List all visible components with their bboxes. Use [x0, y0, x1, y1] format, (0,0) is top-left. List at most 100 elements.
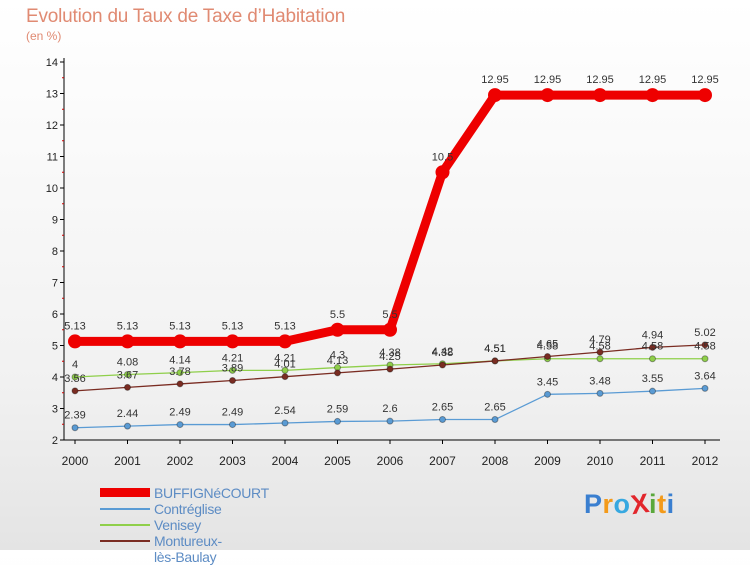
data-point [544, 390, 551, 398]
data-label: 4.65 [537, 339, 558, 351]
x-tick-label: 2005 [324, 454, 351, 468]
y-tick-label: 5 [52, 341, 58, 353]
data-point [435, 165, 450, 180]
data-label: 12.95 [481, 74, 509, 86]
data-label: 4.51 [484, 343, 505, 355]
x-tick-label: 2008 [482, 454, 509, 468]
x-tick-label: 2006 [377, 454, 404, 468]
data-label: 4.08 [117, 356, 138, 368]
data-label: 4.94 [642, 329, 663, 341]
x-tick-label: 2011 [640, 454, 666, 468]
data-point [491, 357, 499, 365]
logo-letter: i [666, 489, 675, 519]
proxiti-logo: ProXiti [584, 487, 675, 521]
data-label: 12.95 [586, 74, 614, 86]
series-line [70, 90, 710, 346]
data-label: 4.58 [589, 341, 610, 353]
x-tick-label: 2002 [167, 454, 194, 468]
data-label: 2.44 [117, 408, 138, 420]
data-point [701, 355, 709, 363]
data-label: 5.13 [274, 320, 295, 332]
data-point [124, 383, 131, 391]
data-point [124, 422, 131, 430]
data-label: 3.55 [642, 373, 663, 385]
data-point [281, 366, 289, 374]
y-tick-label: 11 [47, 152, 58, 164]
data-point [278, 334, 292, 349]
data-label: 2.54 [274, 405, 295, 417]
data-label: 12.95 [534, 74, 562, 86]
data-label: 4.58 [694, 341, 715, 353]
legend-swatch [100, 540, 150, 542]
data-label: 4.38 [432, 347, 453, 359]
data-label: 4.01 [274, 359, 295, 371]
y-tick-label: 6 [52, 309, 58, 321]
data-point [281, 419, 289, 427]
data-label: 3.56 [64, 373, 85, 385]
logo-letter: t [657, 489, 667, 519]
data-point [596, 348, 604, 356]
data-point [176, 421, 184, 429]
data-label: 5.02 [694, 327, 715, 339]
data-point [386, 365, 394, 373]
logo-letter: i [649, 489, 658, 519]
data-point [649, 355, 656, 363]
y-tick-label: 8 [52, 246, 58, 258]
data-point [439, 416, 446, 424]
logo-letter: P [584, 489, 603, 519]
data-point [491, 416, 499, 424]
x-tick-label: 2003 [219, 454, 246, 468]
y-tick-label: 10 [46, 183, 58, 195]
x-tick-label: 2000 [62, 454, 89, 468]
data-point [596, 389, 604, 397]
data-label: 3.67 [117, 369, 138, 381]
y-tick-label: 4 [52, 372, 58, 384]
data-point [439, 361, 446, 369]
legend-label: Venisey [154, 517, 201, 533]
data-point [225, 334, 240, 349]
data-label: 4.13 [327, 355, 348, 367]
legend-label: BUFFIGNéCOURT [154, 485, 269, 501]
data-label: 4 [72, 359, 78, 371]
data-point [173, 334, 187, 349]
data-label: 12.95 [639, 74, 667, 86]
data-point [386, 417, 394, 425]
y-tick-label: 7 [52, 278, 58, 290]
data-label: 2.6 [382, 403, 397, 415]
data-point [330, 322, 345, 337]
data-label: 4.79 [589, 334, 610, 346]
data-point [645, 88, 660, 103]
data-label: 4.51 [484, 343, 505, 355]
data-point [229, 366, 236, 374]
data-label: 2.65 [432, 402, 453, 414]
data-label: 5.13 [222, 320, 243, 332]
data-label: 4.38 [379, 347, 400, 359]
y-tick-label: 2 [52, 435, 58, 447]
data-point [383, 322, 397, 337]
data-point [71, 424, 79, 432]
data-point [698, 88, 712, 103]
data-label: 4.3 [330, 350, 345, 362]
logo-letter: X [628, 487, 651, 521]
data-label: 4.21 [274, 352, 295, 364]
data-point [229, 376, 236, 384]
x-tick-label: 2001 [114, 454, 141, 468]
data-point [544, 353, 551, 361]
data-point [71, 387, 79, 395]
data-point [649, 343, 656, 351]
data-point [649, 387, 656, 395]
data-point [281, 373, 289, 381]
data-label: 4.42 [432, 346, 453, 358]
data-label: 5.5 [330, 309, 345, 321]
data-point [701, 341, 709, 349]
x-tick-label: 2004 [272, 454, 299, 468]
data-label: 3.48 [589, 375, 610, 387]
data-point [176, 380, 184, 388]
data-point [229, 421, 236, 429]
data-label: 5.5 [382, 309, 397, 321]
x-tick-label: 2010 [587, 454, 614, 468]
y-tick-label: 14 [46, 57, 58, 69]
logo-letter: o [613, 489, 631, 519]
y-tick-label: 9 [52, 215, 58, 227]
legend-swatch [100, 524, 150, 526]
